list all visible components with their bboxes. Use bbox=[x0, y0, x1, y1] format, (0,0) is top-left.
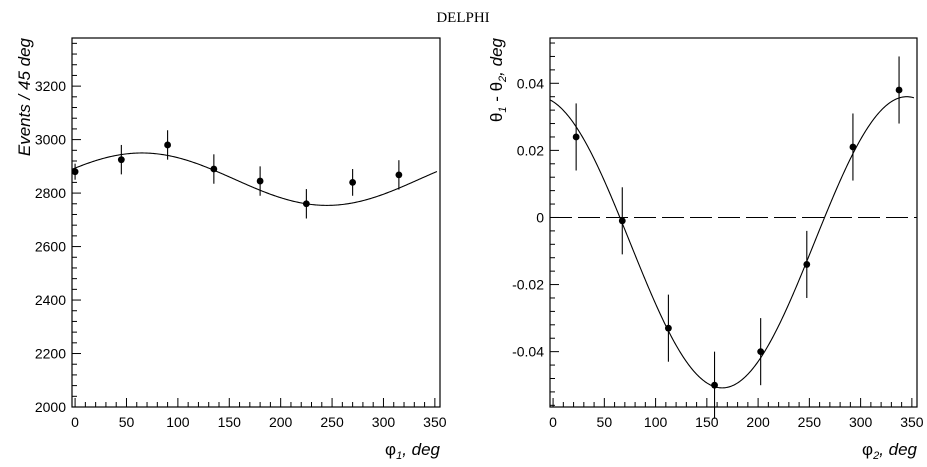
x-tick-label: 150 bbox=[695, 414, 719, 430]
x-tick-label: 50 bbox=[119, 414, 135, 430]
y-tick-label: 2200 bbox=[35, 346, 66, 362]
data-point bbox=[618, 217, 626, 225]
x-tick-label: 150 bbox=[218, 414, 242, 430]
plot-frame bbox=[71, 37, 441, 408]
y-tick-label: 0.04 bbox=[517, 75, 544, 91]
fit-curve bbox=[549, 96, 915, 389]
y-tick-label: 2400 bbox=[35, 292, 66, 308]
x-tick-label: 350 bbox=[900, 414, 924, 430]
data-point bbox=[895, 86, 903, 94]
left-panel: 0 50 100 150 200 250 300 350 2000 2200 2400 2600 280… bbox=[15, 37, 447, 462]
y-tick-label: 2600 bbox=[35, 239, 66, 255]
right-panel: 0 50 100 150 200 250 300 350 -0.04 -0.02 0 0.02 0.04… bbox=[487, 37, 924, 462]
data-point bbox=[302, 200, 310, 208]
figure-title: DELPHI bbox=[436, 10, 489, 26]
data-point bbox=[711, 381, 718, 389]
data-point bbox=[71, 168, 79, 176]
data-point bbox=[803, 261, 811, 268]
plot-frame bbox=[549, 37, 918, 408]
data-point bbox=[665, 324, 672, 332]
y-tick-label: 3200 bbox=[35, 78, 66, 94]
x-tick-label: 50 bbox=[597, 414, 613, 430]
y-tick-label: 2800 bbox=[35, 185, 66, 201]
data-point bbox=[572, 133, 580, 141]
y-tick-label: 0 bbox=[536, 209, 544, 225]
x-tick-label: 300 bbox=[849, 414, 873, 430]
fit-curve bbox=[71, 152, 438, 206]
x-tick-label: 300 bbox=[372, 414, 396, 430]
data-point bbox=[256, 177, 264, 185]
data-point bbox=[349, 178, 357, 186]
x-tick-label: 250 bbox=[320, 414, 344, 430]
x-axis-label: φ2, deg bbox=[862, 440, 918, 462]
data-point bbox=[164, 141, 171, 149]
data-point bbox=[757, 348, 765, 356]
x-tick-label: 0 bbox=[549, 414, 557, 430]
data-point bbox=[849, 143, 857, 151]
x-tick-label: 200 bbox=[746, 414, 770, 430]
y-tick-label: 0.02 bbox=[517, 142, 544, 158]
y-tick-label: -0.02 bbox=[512, 277, 544, 293]
x-tick-label: 250 bbox=[798, 414, 822, 430]
data-point bbox=[210, 165, 218, 173]
x-axis-label: φ1, deg bbox=[385, 440, 441, 462]
y-tick-label: -0.04 bbox=[512, 344, 544, 360]
y-tick-label: 3000 bbox=[35, 132, 66, 148]
x-tick-label: 350 bbox=[423, 414, 447, 430]
data-point bbox=[117, 156, 125, 164]
y-axis-label: θ1 - θ2, deg bbox=[487, 37, 509, 122]
x-tick-label: 100 bbox=[644, 414, 668, 430]
x-tick-label: 100 bbox=[166, 414, 190, 430]
x-tick-label: 0 bbox=[71, 414, 79, 430]
x-tick-label: 200 bbox=[269, 414, 293, 430]
y-tick-label: 2000 bbox=[35, 399, 66, 415]
data-point bbox=[395, 171, 403, 179]
y-axis-label: Events / 45 deg bbox=[15, 37, 34, 156]
